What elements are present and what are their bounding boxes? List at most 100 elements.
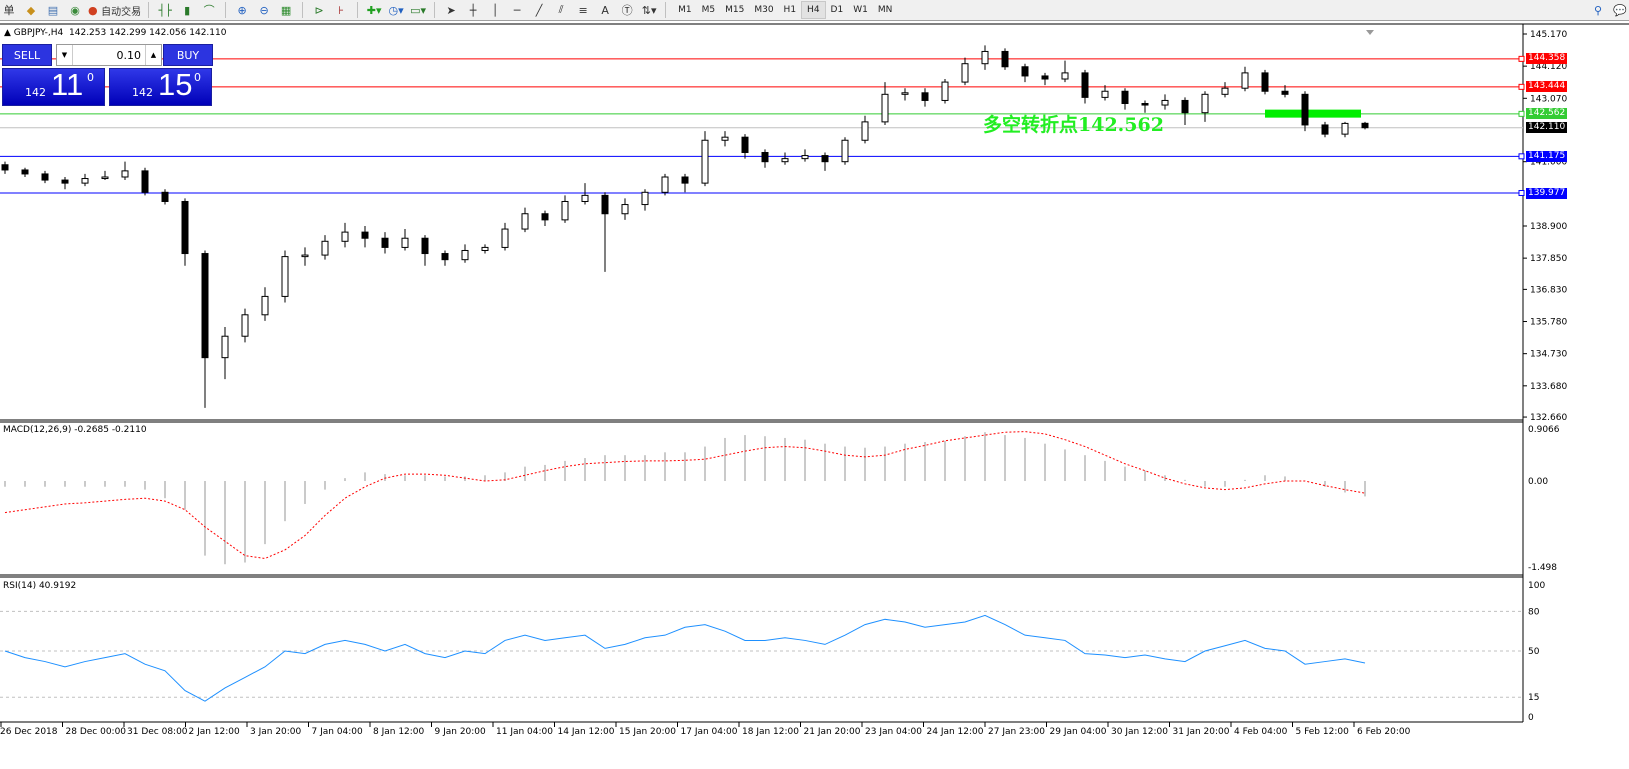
arrows-icon[interactable]: ⇅▾ bbox=[641, 3, 657, 17]
candle-bull bbox=[221, 335, 229, 359]
candle-bull bbox=[261, 295, 269, 316]
level-handle bbox=[1518, 190, 1525, 197]
level-handle bbox=[1518, 83, 1525, 90]
candlestick-icon[interactable]: ▮ bbox=[184, 3, 191, 17]
line-chart-icon[interactable]: ⌒ bbox=[203, 4, 215, 17]
timeframe-m15[interactable]: M15 bbox=[725, 5, 745, 15]
time-tick-label: 15 Jan 20:00 bbox=[619, 727, 676, 737]
time-tick-label: 28 Dec 00:00 bbox=[66, 727, 127, 737]
lot-size-stepper[interactable]: ▼ 0.10 ▲ bbox=[56, 44, 162, 66]
one-click-trading-panel: SELL ▼ 0.10 ▲ BUY 142 11 0 142 15 0 bbox=[2, 44, 213, 106]
indicators-icon[interactable]: ✚▾ bbox=[366, 3, 382, 17]
time-tick-label: 26 Dec 2018 bbox=[0, 727, 58, 737]
time-tick-label: 18 Jan 12:00 bbox=[742, 727, 799, 737]
rsi-tick-label: 80 bbox=[1528, 607, 1540, 617]
cursor-icon[interactable]: ➤ bbox=[446, 3, 456, 17]
sell-price-main: 11 bbox=[51, 67, 84, 102]
price-tick-label: 143.070 bbox=[1530, 94, 1567, 104]
candle-bear bbox=[161, 191, 169, 202]
horizontal-line-icon[interactable]: ─ bbox=[513, 3, 521, 17]
signal-icon[interactable]: ◉ bbox=[70, 3, 80, 17]
buy-button[interactable]: BUY bbox=[163, 44, 213, 66]
sell-button[interactable]: SELL bbox=[2, 44, 52, 66]
candle-bear bbox=[381, 237, 389, 248]
candle-bear bbox=[1121, 90, 1129, 105]
templates-icon[interactable]: ▭▾ bbox=[410, 3, 427, 17]
tag-icon[interactable]: ◆ bbox=[26, 3, 36, 17]
trendline-icon[interactable]: ╱ bbox=[535, 3, 543, 17]
time-tick-label: 7 Jan 04:00 bbox=[312, 727, 364, 737]
macd-signal-line bbox=[4, 431, 1366, 560]
candle-bull bbox=[501, 228, 509, 248]
candle-bull bbox=[661, 176, 669, 193]
timeframe-h1[interactable]: H1 bbox=[783, 5, 797, 15]
candle-bull bbox=[301, 254, 309, 258]
candle-bear bbox=[1361, 122, 1369, 129]
crosshair-icon[interactable]: ┼ bbox=[469, 3, 477, 17]
lot-increase-button[interactable]: ▲ bbox=[145, 45, 161, 65]
timeframe-d1[interactable]: D1 bbox=[830, 5, 844, 15]
pivot-annotation: 多空转折点142.562 bbox=[983, 114, 1164, 136]
candle-bull bbox=[641, 191, 649, 206]
candle-bull bbox=[581, 194, 589, 202]
timeframe-h4[interactable]: H4 bbox=[801, 1, 826, 19]
buy-price-button[interactable]: 142 15 0 bbox=[109, 67, 212, 106]
lot-decrease-button[interactable]: ▼ bbox=[57, 45, 73, 65]
chart-shift-marker bbox=[1366, 30, 1374, 35]
fibonacci-icon[interactable]: ≡ bbox=[578, 3, 588, 17]
timeframe-m1[interactable]: M1 bbox=[678, 5, 692, 15]
vertical-line-icon[interactable]: │ bbox=[491, 3, 499, 17]
equidistant-channel-icon[interactable]: ⫽ bbox=[558, 3, 564, 16]
candle-bull bbox=[521, 213, 529, 230]
pivot-zone-rect bbox=[1265, 109, 1361, 118]
terminal-icon[interactable]: ▤ bbox=[47, 3, 59, 17]
time-tick-label: 14 Jan 12:00 bbox=[558, 727, 615, 737]
timeframe-w1[interactable]: W1 bbox=[853, 5, 868, 15]
text-icon[interactable]: A bbox=[601, 3, 609, 17]
level-handle bbox=[1518, 55, 1525, 62]
chart-shift-icon[interactable]: ⊳ bbox=[314, 3, 324, 17]
rsi-tick-label: 0 bbox=[1528, 713, 1534, 723]
timeframe-m30[interactable]: M30 bbox=[754, 5, 774, 15]
candle-bull bbox=[281, 256, 289, 297]
time-tick-label: 2 Jan 12:00 bbox=[189, 727, 241, 737]
candle-bull bbox=[1201, 93, 1209, 114]
candle-bull bbox=[881, 93, 889, 123]
candle-bear bbox=[541, 213, 549, 221]
periods-clock-icon[interactable]: ◷▾ bbox=[388, 3, 404, 17]
candle-bull bbox=[121, 170, 129, 178]
candle-bull bbox=[961, 63, 969, 83]
divider bbox=[434, 2, 436, 18]
sell-price-button[interactable]: 142 11 0 bbox=[2, 67, 105, 106]
toolbar: 单 ◆ ▤ ◉ ● 自动交易 ┤├ ▮ ⌒ ⊕ ⊖ ▦ ⊳ ⊦ ✚▾ ◷▾ ▭▾… bbox=[0, 0, 1629, 21]
candle-bull bbox=[481, 246, 489, 251]
autoscroll-icon[interactable]: ⊦ bbox=[338, 3, 344, 17]
candle-bear bbox=[1141, 103, 1149, 106]
tile-windows-icon[interactable]: ▦ bbox=[280, 3, 292, 17]
candle-bull bbox=[981, 50, 989, 65]
time-tick-label: 11 Jan 04:00 bbox=[496, 727, 553, 737]
candle-bull bbox=[901, 92, 909, 95]
time-tick-label: 29 Jan 04:00 bbox=[1050, 727, 1107, 737]
candle-bull bbox=[321, 240, 329, 256]
candle-bull bbox=[701, 139, 709, 184]
timeframe-m5[interactable]: M5 bbox=[701, 5, 716, 15]
time-tick-label: 3 Jan 20:00 bbox=[250, 727, 302, 737]
zoom-in-icon[interactable]: ⊕ bbox=[237, 3, 247, 17]
level-handle bbox=[1518, 110, 1525, 117]
timeframe-mn[interactable]: MN bbox=[877, 5, 893, 15]
chat-icon[interactable]: 💬 bbox=[1613, 3, 1627, 17]
lot-input[interactable]: 0.10 bbox=[116, 48, 142, 62]
search-icon[interactable]: ⚲ bbox=[1593, 3, 1603, 17]
candle-bull bbox=[1341, 122, 1349, 135]
bar-chart-icon[interactable]: ┤├ bbox=[158, 3, 172, 17]
candle-bull bbox=[461, 249, 469, 261]
price-tick-label: 136.830 bbox=[1530, 285, 1567, 295]
zoom-out-icon[interactable]: ⊖ bbox=[259, 3, 269, 17]
text-label-icon[interactable]: Ⓣ bbox=[621, 4, 633, 17]
time-tick-label: 21 Jan 20:00 bbox=[804, 727, 861, 737]
candle-bull bbox=[841, 139, 849, 163]
rsi-line bbox=[4, 614, 1366, 702]
auto-trading-button[interactable]: ● 自动交易 bbox=[88, 1, 141, 19]
